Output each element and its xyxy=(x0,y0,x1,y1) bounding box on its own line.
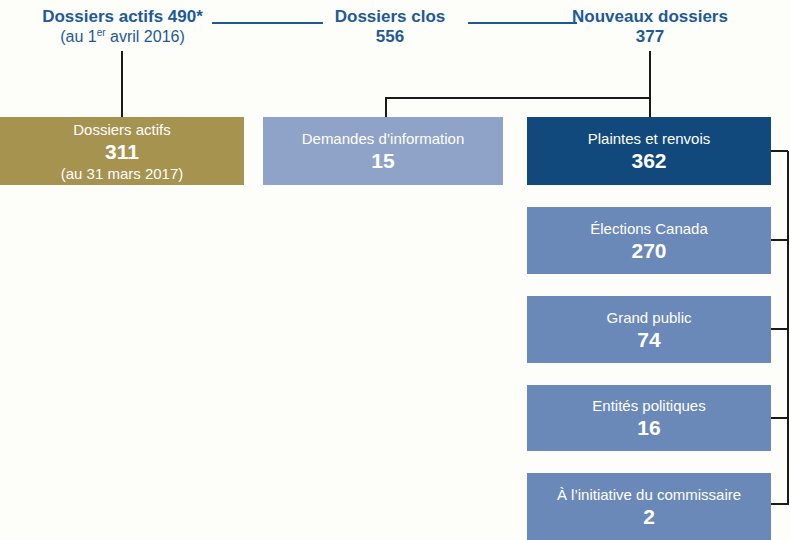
connector-stub-entites xyxy=(770,417,788,419)
box-entites-politiques-label: Entités politiques xyxy=(592,396,705,415)
header-dossiers-actifs-subtitle: (au 1er avril 2016) xyxy=(10,27,235,47)
connector-stub-commissaire xyxy=(770,503,788,505)
header-nouveaux-dossiers: Nouveaux dossiers 377 xyxy=(555,6,745,47)
box-demandes-label: Demandes d’information xyxy=(302,129,465,148)
box-plaintes-renvois: Plaintes et renvois 362 xyxy=(527,117,771,185)
header-dossiers-clos-value: 556 xyxy=(305,27,475,47)
box-elections-canada-value: 270 xyxy=(631,238,666,263)
box-entites-politiques-value: 16 xyxy=(637,415,660,440)
connector-nouveaux-vertical xyxy=(649,51,651,117)
box-dossiers-actifs-fin: Dossiers actifs 311 (au 31 mars 2017) xyxy=(0,117,244,185)
dossiers-flow-diagram: Dossiers actifs 490* (au 1er avril 2016)… xyxy=(0,0,790,540)
box-grand-public-value: 74 xyxy=(637,327,660,352)
header-rule-left xyxy=(212,22,323,24)
superscript-er: er xyxy=(97,27,106,38)
header-rule-right xyxy=(468,22,577,24)
box-plaintes-label: Plaintes et renvois xyxy=(588,129,711,148)
box-dossiers-actifs-value: 311 xyxy=(105,139,139,164)
connector-actifs-vertical xyxy=(121,51,123,117)
header-dossiers-clos: Dossiers clos 556 xyxy=(305,6,475,47)
box-elections-canada-label: Élections Canada xyxy=(590,219,708,238)
box-initiative-commissaire: À l’initiative du commissaire 2 xyxy=(527,473,771,540)
connector-stub-elections xyxy=(770,239,788,241)
box-grand-public: Grand public 74 xyxy=(527,296,771,363)
box-entites-politiques: Entités politiques 16 xyxy=(527,385,771,451)
header-dossiers-actifs-debut: Dossiers actifs 490* (au 1er avril 2016) xyxy=(10,6,235,47)
header-nouveaux-dossiers-title: Nouveaux dossiers xyxy=(555,6,745,27)
box-demandes-information: Demandes d’information 15 xyxy=(263,117,503,185)
box-plaintes-value: 362 xyxy=(631,148,666,173)
box-dossiers-actifs-note: (au 31 mars 2017) xyxy=(61,164,184,183)
box-initiative-commissaire-label: À l’initiative du commissaire xyxy=(557,485,741,504)
box-elections-canada: Élections Canada 270 xyxy=(527,207,771,274)
box-dossiers-actifs-label: Dossiers actifs xyxy=(73,120,171,139)
box-demandes-value: 15 xyxy=(371,148,394,173)
box-initiative-commissaire-value: 2 xyxy=(643,504,655,529)
box-grand-public-label: Grand public xyxy=(606,308,691,327)
connector-branch-horizontal xyxy=(385,97,651,99)
connector-stub-grand-public xyxy=(770,328,788,330)
header-dossiers-clos-title: Dossiers clos xyxy=(305,6,475,27)
connector-branch-vertical xyxy=(385,97,387,117)
header-nouveaux-dossiers-value: 377 xyxy=(555,27,745,47)
connector-stub-plaintes xyxy=(770,150,788,152)
header-dossiers-actifs-title: Dossiers actifs 490* xyxy=(10,6,235,27)
